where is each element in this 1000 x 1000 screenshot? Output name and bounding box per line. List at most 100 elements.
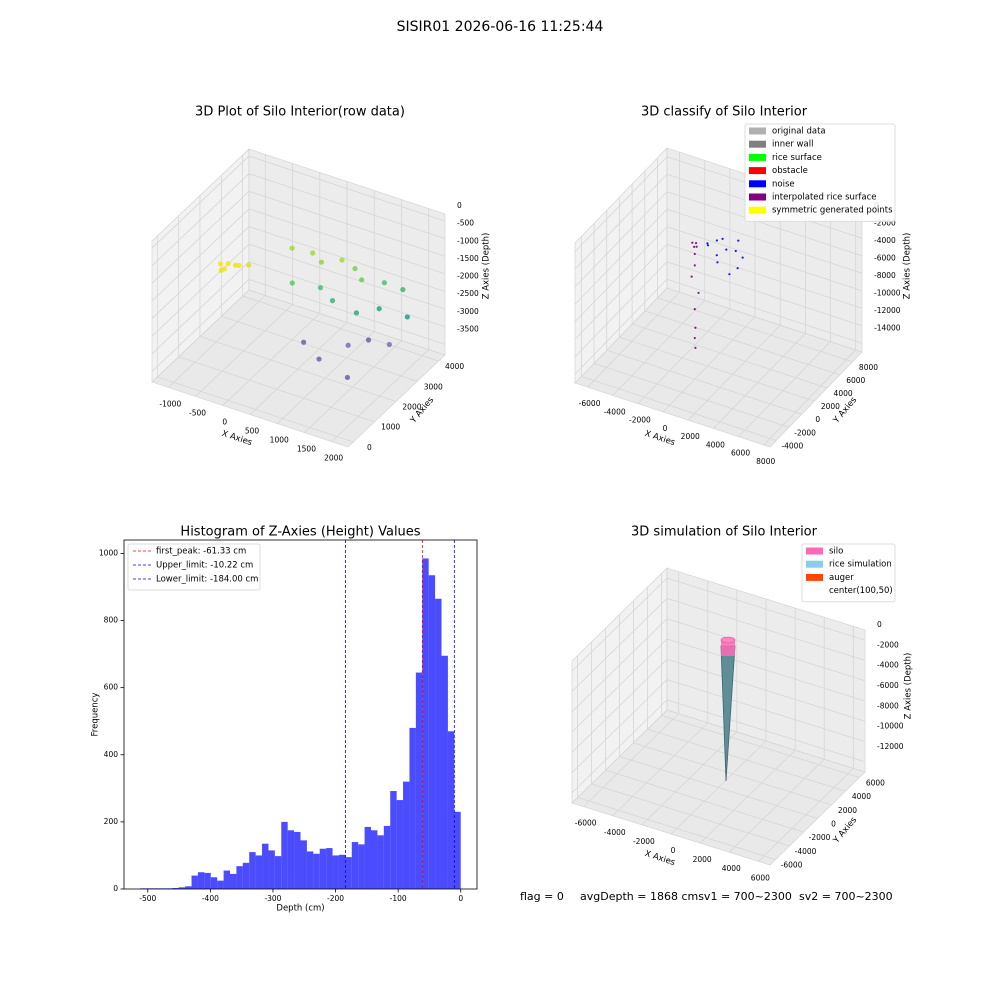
histogram-bar xyxy=(415,672,423,889)
grid-line xyxy=(168,295,266,388)
grid-line xyxy=(574,226,668,323)
histogram-bar xyxy=(422,558,429,889)
x-tick-label: 1500 xyxy=(297,445,316,454)
data-point xyxy=(734,249,737,253)
y-tick-label: 6000 xyxy=(846,376,865,385)
grid-line xyxy=(666,278,863,344)
data-point xyxy=(691,241,694,244)
axis-label: X Axies xyxy=(643,429,676,448)
data-point xyxy=(344,374,351,381)
grid-line xyxy=(644,310,840,376)
axis-label: Z Axies (Depth) xyxy=(904,653,914,720)
legend-swatch xyxy=(749,153,766,161)
y-tick-label: 3000 xyxy=(424,382,443,391)
histogram-bar xyxy=(230,873,237,889)
x-axis-label: Depth (cm) xyxy=(276,904,324,914)
z-tick-label: -6000 xyxy=(874,253,896,262)
y-tick-label: 400 xyxy=(104,750,119,759)
plot-frame xyxy=(123,539,478,890)
y-tick-label: 0 xyxy=(815,415,820,424)
z-tick-label: -2000 xyxy=(877,640,899,649)
legend-swatch xyxy=(806,573,823,581)
x-tick-label: -6000 xyxy=(579,399,601,408)
data-point xyxy=(317,285,324,291)
grid-line xyxy=(248,279,446,345)
x-tick-label: -1000 xyxy=(159,399,181,408)
grid-line xyxy=(574,261,668,358)
grid-line xyxy=(221,315,418,382)
x-tick-label: -500 xyxy=(139,894,156,903)
histogram-bar xyxy=(191,875,198,889)
x-tick-label: -200 xyxy=(327,894,344,903)
silo-cylinder xyxy=(721,640,735,656)
grid-line xyxy=(195,304,293,397)
data-point xyxy=(694,326,697,329)
histogram-bar xyxy=(217,880,224,889)
grid-line xyxy=(178,356,375,423)
legend-label: Upper_limit: -10.22 cm xyxy=(156,561,253,571)
grid-line xyxy=(151,155,250,249)
grid-line xyxy=(571,577,668,672)
x-tick-label: 6000 xyxy=(731,449,750,458)
grid-line xyxy=(574,191,668,288)
grid-line xyxy=(619,756,818,819)
grid-line xyxy=(222,313,321,406)
z-tick-label: -14000 xyxy=(874,323,901,332)
histogram-bar xyxy=(274,856,282,889)
flag-text: flag = 0 xyxy=(520,890,564,903)
legend-label: first_peak: -61.33 cm xyxy=(156,547,246,557)
x-tick-label: 4000 xyxy=(722,864,741,873)
legend-label: rice simulation xyxy=(829,560,892,570)
y-tick-label: 0 xyxy=(831,820,836,829)
y-tick-label: 0 xyxy=(113,884,118,893)
data-point xyxy=(694,346,697,349)
x-tick-label: -300 xyxy=(264,894,281,903)
histogram-bar xyxy=(396,800,404,889)
grid-line xyxy=(248,155,446,222)
grid-line xyxy=(574,208,668,305)
data-point xyxy=(721,237,724,240)
grid-line xyxy=(637,308,731,404)
histogram-bar xyxy=(351,842,359,889)
grid-line xyxy=(666,577,866,641)
z-tick-label: -1500 xyxy=(457,254,479,263)
grid-line xyxy=(574,243,668,340)
z-tick-label: -2500 xyxy=(457,289,479,298)
legend-label: original data xyxy=(772,127,826,137)
legend-swatch xyxy=(806,547,823,555)
x-tick-label: 0 xyxy=(663,424,668,433)
y-tick-label: 1000 xyxy=(99,548,118,557)
grid-line xyxy=(151,173,250,266)
z-tick-label: 0 xyxy=(877,620,882,629)
grid-line xyxy=(631,323,828,389)
data-point xyxy=(289,280,295,286)
data-point xyxy=(695,245,698,248)
legend-label: auger xyxy=(829,573,854,583)
axis-label: Z Axies (Depth) xyxy=(903,233,913,300)
grid-line xyxy=(151,243,250,337)
z-tick-label: -1000 xyxy=(457,236,479,245)
grid-line xyxy=(666,638,866,702)
data-point xyxy=(221,266,228,272)
grid-line xyxy=(666,208,863,274)
data-point xyxy=(716,261,719,264)
data-point xyxy=(352,266,358,272)
x-tick-label: -100 xyxy=(390,894,407,903)
grid-line xyxy=(738,341,831,437)
z-tick-label: -4000 xyxy=(877,661,899,670)
legend-swatch xyxy=(806,560,823,568)
data-point xyxy=(741,256,744,259)
grid-line xyxy=(248,208,446,275)
x-tick-label: -4000 xyxy=(604,407,626,416)
data-point xyxy=(400,287,406,293)
histogram-bar xyxy=(435,598,442,889)
data-point xyxy=(289,245,295,251)
histogram-bar xyxy=(197,872,205,889)
histogram-bar xyxy=(428,575,436,889)
x-tick-label: -500 xyxy=(189,408,206,417)
y-tick-label: 6000 xyxy=(866,778,885,787)
grid-line xyxy=(248,226,446,292)
grid-line xyxy=(571,598,668,692)
grid-line xyxy=(574,156,668,253)
